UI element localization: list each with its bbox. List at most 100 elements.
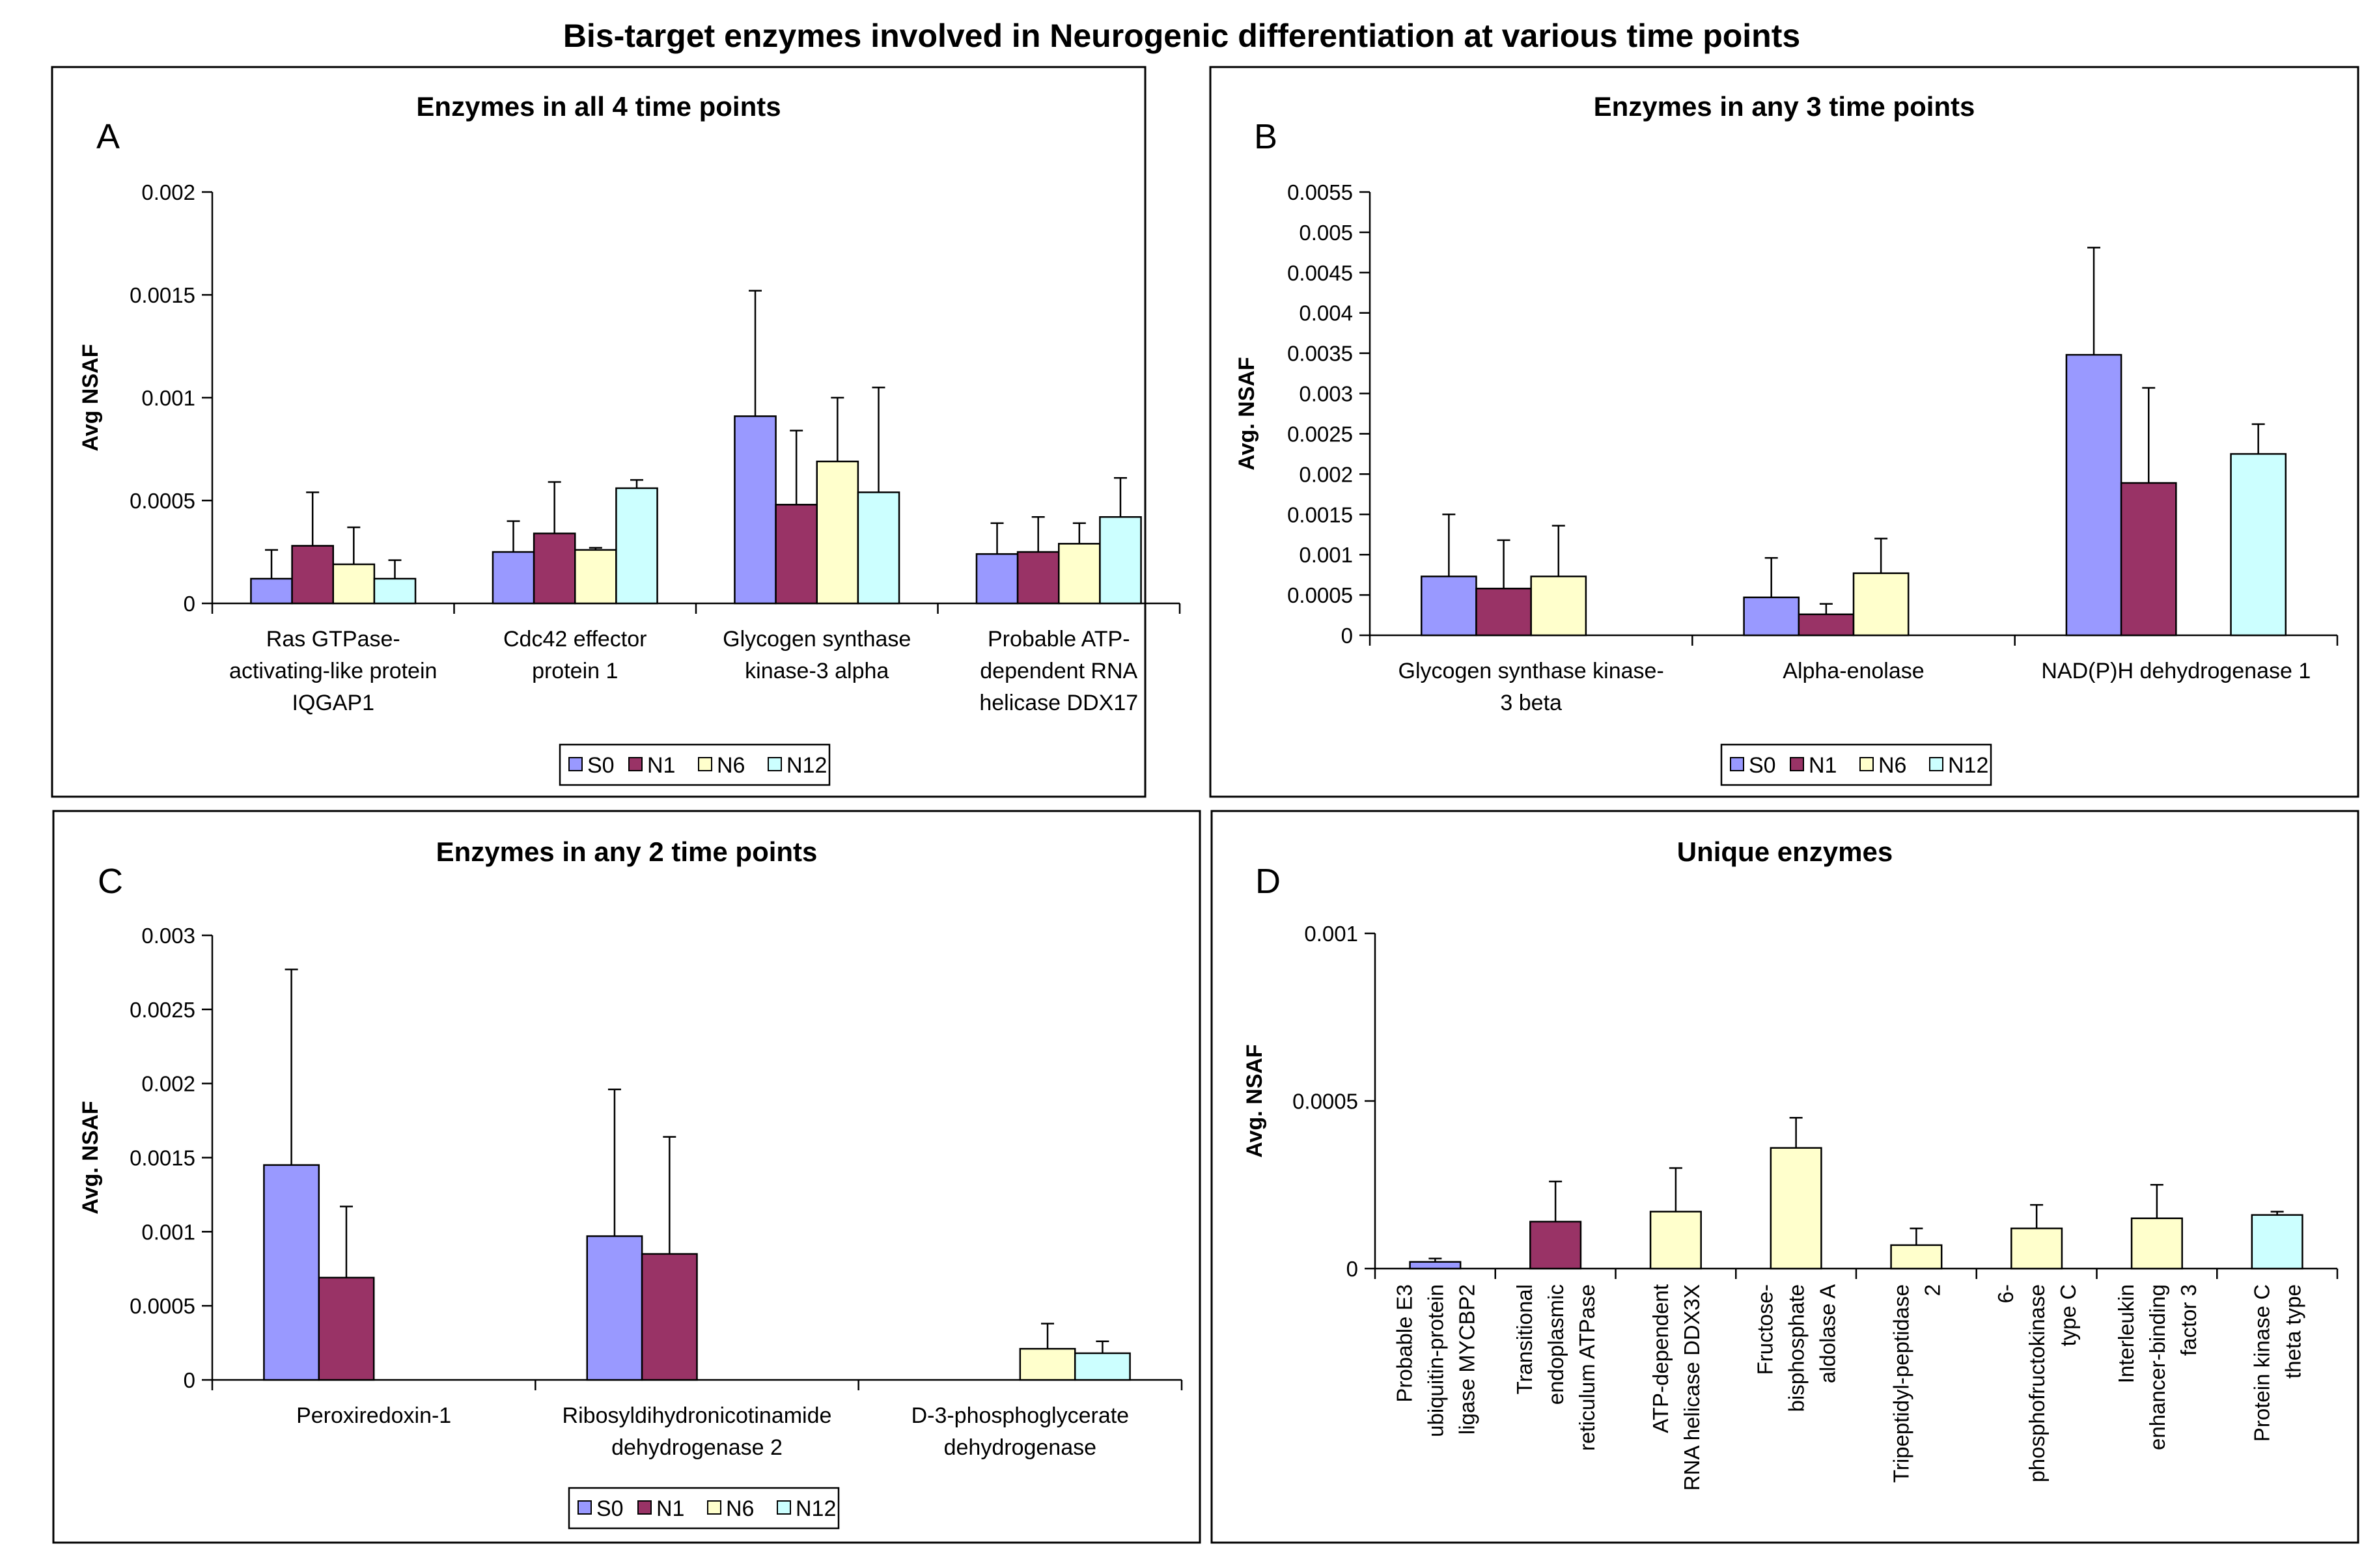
y-tick-label: 0 [1346,1257,1358,1281]
x-tick-label: Glycogen synthase [723,627,911,652]
panel-letter: A [96,117,120,156]
legend-label: N12 [786,753,827,778]
legend: S0 N1 N6 N12 [1720,743,1992,786]
legend-swatch [628,757,643,771]
y-tick-label: 0.001 [141,386,195,410]
y-tick-label: 0.0025 [1287,422,1353,446]
y-tick-label: 0 [184,1368,195,1392]
legend-label: N12 [1948,753,1988,778]
y-tick-label: 0.002 [141,1072,195,1096]
y-tick-label: 0.0015 [1287,502,1353,527]
bar [1421,575,1477,637]
panel-a: A Enzymes in all 4 time points 0 0.0005 0.00… [51,66,1181,798]
x-tick-label: aldolase A [1816,1284,1840,1383]
bar [2230,453,2287,637]
y-axis-label: Avg NSAF [78,344,103,452]
bar [291,545,334,605]
panel-frame [52,810,1201,1544]
bar [775,504,818,605]
x-tick-label: Ras GTPase- [266,627,400,652]
y-tick-label: 0.0055 [1287,180,1353,204]
panel-frame [51,66,1147,798]
legend-swatch [1790,757,1804,771]
bar [1019,1347,1076,1381]
x-tick-label: Interleukin [2114,1284,2138,1383]
bar [734,415,777,605]
y-tick-label: 0.0005 [130,489,195,513]
bar [1743,596,1800,637]
x-tick-label: dehydrogenase [944,1435,1096,1460]
y-tick-label: 0.003 [1299,382,1353,406]
bar [1530,575,1587,637]
y-tick-label: 0.0015 [130,1146,195,1170]
y-tick-label: 0.003 [141,924,195,948]
y-axis-label: Avg. NSAF [1242,1044,1267,1157]
x-tick-label: theta type [2281,1284,2305,1379]
legend-swatch [698,757,712,771]
panel-letter: C [98,862,123,901]
x-tick-label: protein 1 [532,659,618,683]
bar [1099,516,1142,605]
x-tick-label: Fructose- [1753,1284,1777,1375]
bar [1529,1220,1582,1270]
legend-label: N1 [647,753,675,778]
bar [332,563,376,605]
panel-frame [1209,66,2359,798]
legend-label: N6 [1878,753,1906,778]
x-tick-label: IQGAP1 [292,691,374,715]
x-tick-label: Tripeptidyl-peptidase [1889,1284,1913,1483]
x-tick-label: ligase MYCBP2 [1454,1284,1479,1435]
bar [1475,587,1532,637]
bar [816,460,859,605]
legend-label: S0 [587,753,615,778]
chart-title: Enzymes in any 2 time points [436,836,818,867]
legend-swatch [777,1500,791,1515]
x-tick-label: Alpha-enolase [1783,659,1924,683]
legend-swatch [568,757,583,771]
chart-title: Enzymes in any 3 time points [1594,91,1975,122]
legend-swatch [1929,757,1943,771]
x-tick-label: endoplasmic [1544,1284,1568,1405]
legend-swatch [768,757,782,771]
bar [2065,353,2122,637]
y-tick-label: 0.0005 [1287,583,1353,607]
x-tick-label: enhancer-binding [2145,1284,2169,1450]
x-tick-label: Probable ATP- [988,627,1130,652]
y-tick-label: 0.0005 [1292,1090,1358,1114]
y-tick-label: 0 [1341,624,1353,648]
x-tick-label: Ribosyldihydronicotinamide [563,1403,832,1428]
y-tick-label: 0.0005 [130,1294,195,1318]
legend-box [559,743,831,786]
panel-letter: D [1255,862,1281,901]
y-tick-label: 0.002 [1299,462,1353,486]
x-tick-label: NAD(P)H dehydrogenase 1 [2041,659,2311,683]
y-tick-label: 0.001 [1299,543,1353,567]
bar [586,1235,643,1381]
bar [2251,1214,2303,1270]
bar [533,532,576,605]
legend-swatch [577,1500,592,1515]
legend-label: N6 [726,1496,754,1521]
bar [2130,1217,2183,1270]
x-tick-label: kinase-3 alpha [745,659,889,683]
bar [1074,1352,1131,1381]
y-tick-label: 0.0035 [1287,342,1353,366]
bar [1409,1261,1462,1270]
x-tick-label: Cdc42 effector [503,627,647,652]
x-tick-label: activating-like protein [229,659,437,683]
x-tick-label: Glycogen synthase kinase- [1398,659,1664,683]
x-tick-label: Protein kinase C [2250,1284,2274,1442]
x-tick-label: 6- [1994,1284,2018,1303]
x-tick-label: Transitional [1512,1284,1537,1394]
x-tick-label: factor 3 [2176,1284,2201,1356]
legend: S0 N1 N6 N12 [568,1487,840,1530]
x-tick-label: Probable E3 [1392,1284,1416,1403]
x-tick-label: phosphofructokinase [2025,1284,2049,1483]
bar [1058,543,1101,605]
y-tick-label: 0.001 [141,1220,195,1244]
legend-label: N1 [656,1496,684,1521]
bar [615,487,658,605]
legend-label: N12 [796,1496,836,1521]
y-tick-label: 0.0045 [1287,261,1353,285]
